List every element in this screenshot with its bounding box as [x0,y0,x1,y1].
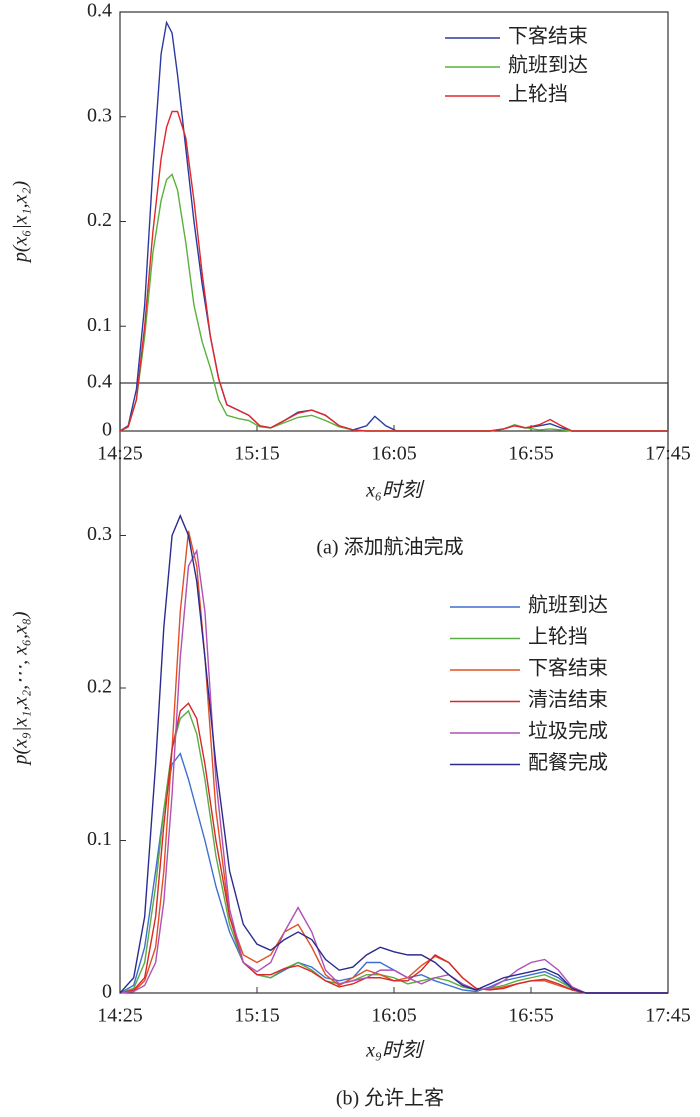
x-tick-label: 15:15 [234,1005,280,1027]
series-line [119,548,668,994]
legend-label: 清洁结束 [528,688,608,711]
legend-label: 上轮挡 [528,625,588,648]
series-line [119,173,668,432]
legend-label: 下客结束 [508,25,588,48]
y-tick-label: 0 [102,419,112,441]
y-tick-label: 0 [102,981,112,1003]
legend-label: 航班到达 [508,54,588,77]
series-line [119,513,668,994]
legend-label: 航班到达 [528,594,608,617]
series-line [119,20,668,432]
x-tick-label: 17:45 [645,1005,691,1027]
legend-label: 上轮挡 [508,83,568,106]
y-axis-label: p(x₆|x₁,x₂) [10,181,32,265]
y-tick-label: 0.2 [87,209,112,231]
x-tick-label: 16:05 [371,443,417,465]
y-axis-label: p(x₉|x₁,x₂,⋯, x₆,x₈) [10,611,32,766]
legend-label: 下客结束 [528,657,608,680]
y-tick-label: 0.2 [87,676,112,698]
x-axis-label: x₉时刻 [365,1040,425,1062]
y-tick-label: 0.4 [87,371,112,393]
caption: (a) 添加航油完成 [316,536,463,559]
series-line [119,702,668,994]
x-tick-label: 15:15 [234,443,280,465]
y-tick-label: 0.1 [87,314,112,336]
legend-label: 配餐完成 [528,751,608,774]
series-line [119,752,668,994]
y-tick-label: 0.3 [87,104,112,126]
x-tick-label: 14:25 [97,443,143,465]
y-tick-label: 0.4 [87,0,112,22]
x-tick-label: 16:55 [508,1005,554,1027]
y-tick-label: 0.1 [87,828,112,850]
x-tick-label: 14:25 [97,1005,143,1027]
caption: (b) 允许上客 [336,1087,444,1110]
x-tick-label: 17:45 [645,443,691,465]
y-tick-label: 0.3 [87,523,112,545]
x-tick-label: 16:05 [371,1005,417,1027]
series-line [119,110,668,432]
legend-label: 垃圾完成 [528,720,608,743]
x-tick-label: 16:55 [508,443,554,465]
x-axis-label: x₆时刻 [365,480,425,502]
plot-frame [119,382,669,994]
